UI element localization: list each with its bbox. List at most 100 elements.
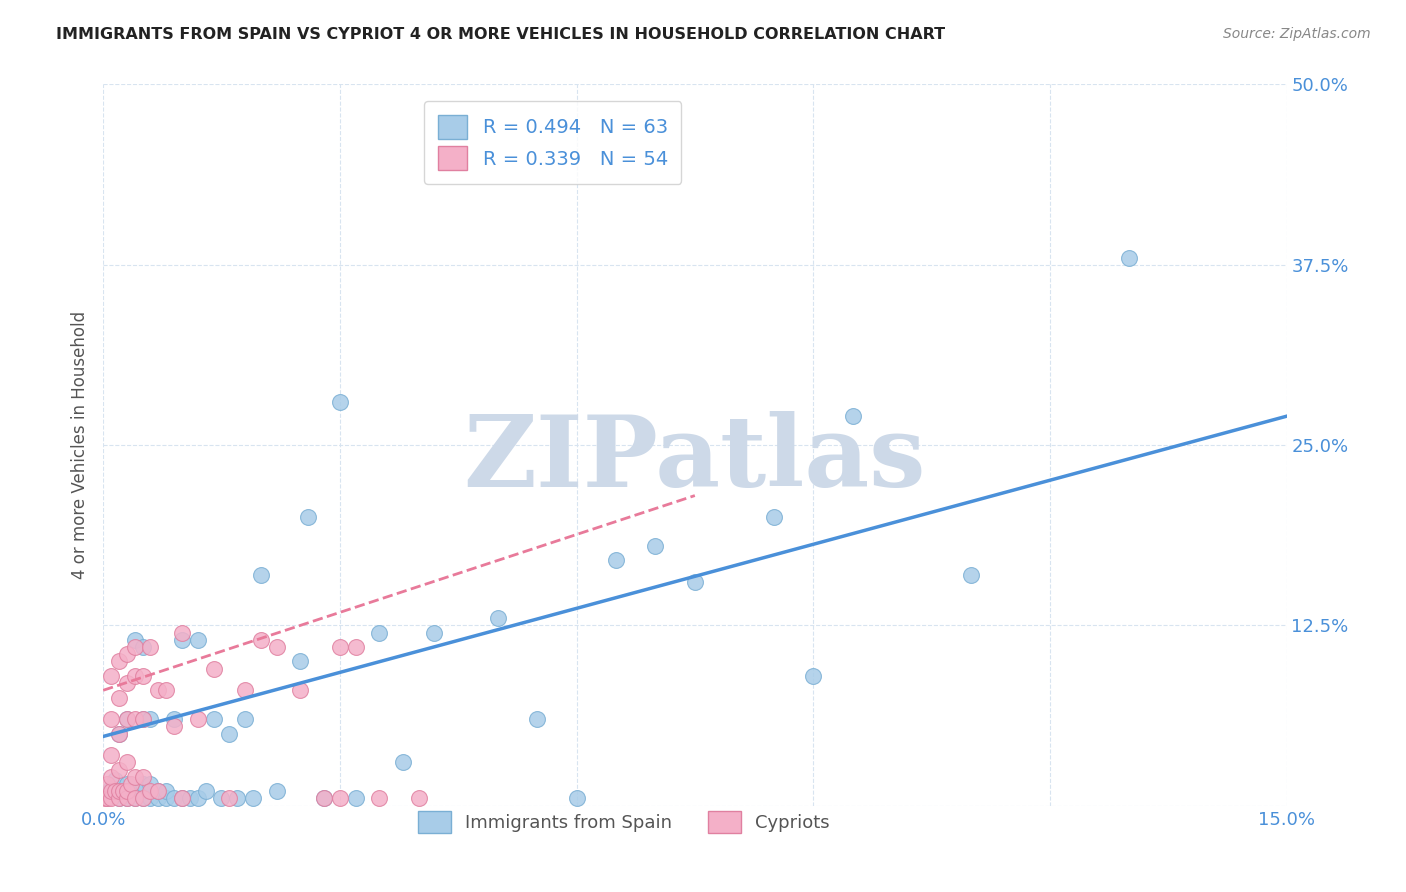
- Point: [104, 772, 127, 787]
- Y-axis label: 4 or more Vehicles in Household: 4 or more Vehicles in Household: [72, 311, 89, 579]
- Point: [423, 625, 446, 640]
- Point: [100, 748, 122, 763]
- Point: [131, 770, 153, 784]
- Point: [108, 726, 131, 740]
- Point: [486, 611, 509, 625]
- Point: [131, 777, 153, 791]
- Legend: Immigrants from Spain, Cypriots: Immigrants from Spain, Cypriots: [408, 800, 841, 844]
- Point: [368, 791, 391, 805]
- Point: [266, 784, 288, 798]
- Point: [202, 662, 225, 676]
- Point: [115, 712, 138, 726]
- Point: [841, 409, 863, 424]
- Point: [124, 632, 146, 647]
- Point: [108, 690, 131, 705]
- Text: IMMIGRANTS FROM SPAIN VS CYPRIOT 4 OR MORE VEHICLES IN HOUSEHOLD CORRELATION CHA: IMMIGRANTS FROM SPAIN VS CYPRIOT 4 OR MO…: [56, 27, 945, 42]
- Point: [124, 669, 146, 683]
- Point: [115, 784, 138, 798]
- Point: [233, 712, 256, 726]
- Point: [226, 791, 249, 805]
- Point: [104, 784, 127, 798]
- Point: [120, 777, 142, 791]
- Point: [115, 676, 138, 690]
- Point: [108, 791, 131, 805]
- Point: [108, 791, 131, 805]
- Point: [115, 647, 138, 661]
- Point: [801, 669, 824, 683]
- Point: [344, 640, 367, 654]
- Point: [155, 784, 177, 798]
- Point: [960, 568, 983, 582]
- Point: [218, 726, 240, 740]
- Point: [100, 791, 122, 805]
- Point: [108, 763, 131, 777]
- Point: [170, 791, 193, 805]
- Point: [187, 632, 209, 647]
- Point: [155, 683, 177, 698]
- Point: [115, 791, 138, 805]
- Point: [344, 791, 367, 805]
- Point: [131, 712, 153, 726]
- Point: [94, 791, 117, 805]
- Point: [120, 787, 142, 801]
- Point: [96, 791, 118, 805]
- Point: [115, 756, 138, 770]
- Point: [124, 784, 146, 798]
- Point: [297, 510, 319, 524]
- Point: [312, 791, 335, 805]
- Text: ZIPatlas: ZIPatlas: [464, 411, 927, 508]
- Point: [96, 777, 118, 791]
- Point: [762, 510, 785, 524]
- Point: [163, 719, 186, 733]
- Point: [115, 712, 138, 726]
- Point: [100, 781, 122, 796]
- Point: [124, 712, 146, 726]
- Point: [170, 632, 193, 647]
- Point: [163, 791, 186, 805]
- Point: [290, 683, 312, 698]
- Point: [100, 770, 122, 784]
- Point: [131, 791, 153, 805]
- Point: [131, 784, 153, 798]
- Point: [194, 784, 217, 798]
- Point: [139, 791, 162, 805]
- Point: [392, 756, 415, 770]
- Point: [124, 791, 146, 805]
- Point: [131, 712, 153, 726]
- Point: [266, 640, 288, 654]
- Point: [124, 640, 146, 654]
- Point: [179, 791, 201, 805]
- Point: [139, 777, 162, 791]
- Point: [211, 791, 233, 805]
- Point: [155, 791, 177, 805]
- Point: [115, 777, 138, 791]
- Point: [148, 784, 170, 798]
- Point: [329, 394, 352, 409]
- Point: [242, 791, 264, 805]
- Point: [131, 791, 153, 805]
- Point: [111, 784, 134, 798]
- Point: [108, 655, 131, 669]
- Point: [233, 683, 256, 698]
- Point: [96, 791, 118, 805]
- Point: [139, 784, 162, 798]
- Point: [290, 655, 312, 669]
- Point: [100, 712, 122, 726]
- Point: [108, 726, 131, 740]
- Point: [329, 640, 352, 654]
- Point: [148, 784, 170, 798]
- Point: [124, 770, 146, 784]
- Point: [139, 712, 162, 726]
- Point: [526, 712, 548, 726]
- Point: [100, 784, 122, 798]
- Point: [108, 784, 131, 798]
- Point: [100, 787, 122, 801]
- Point: [329, 791, 352, 805]
- Point: [408, 791, 430, 805]
- Point: [1118, 251, 1140, 265]
- Point: [115, 791, 138, 805]
- Point: [187, 712, 209, 726]
- Point: [218, 791, 240, 805]
- Point: [108, 784, 131, 798]
- Point: [115, 784, 138, 798]
